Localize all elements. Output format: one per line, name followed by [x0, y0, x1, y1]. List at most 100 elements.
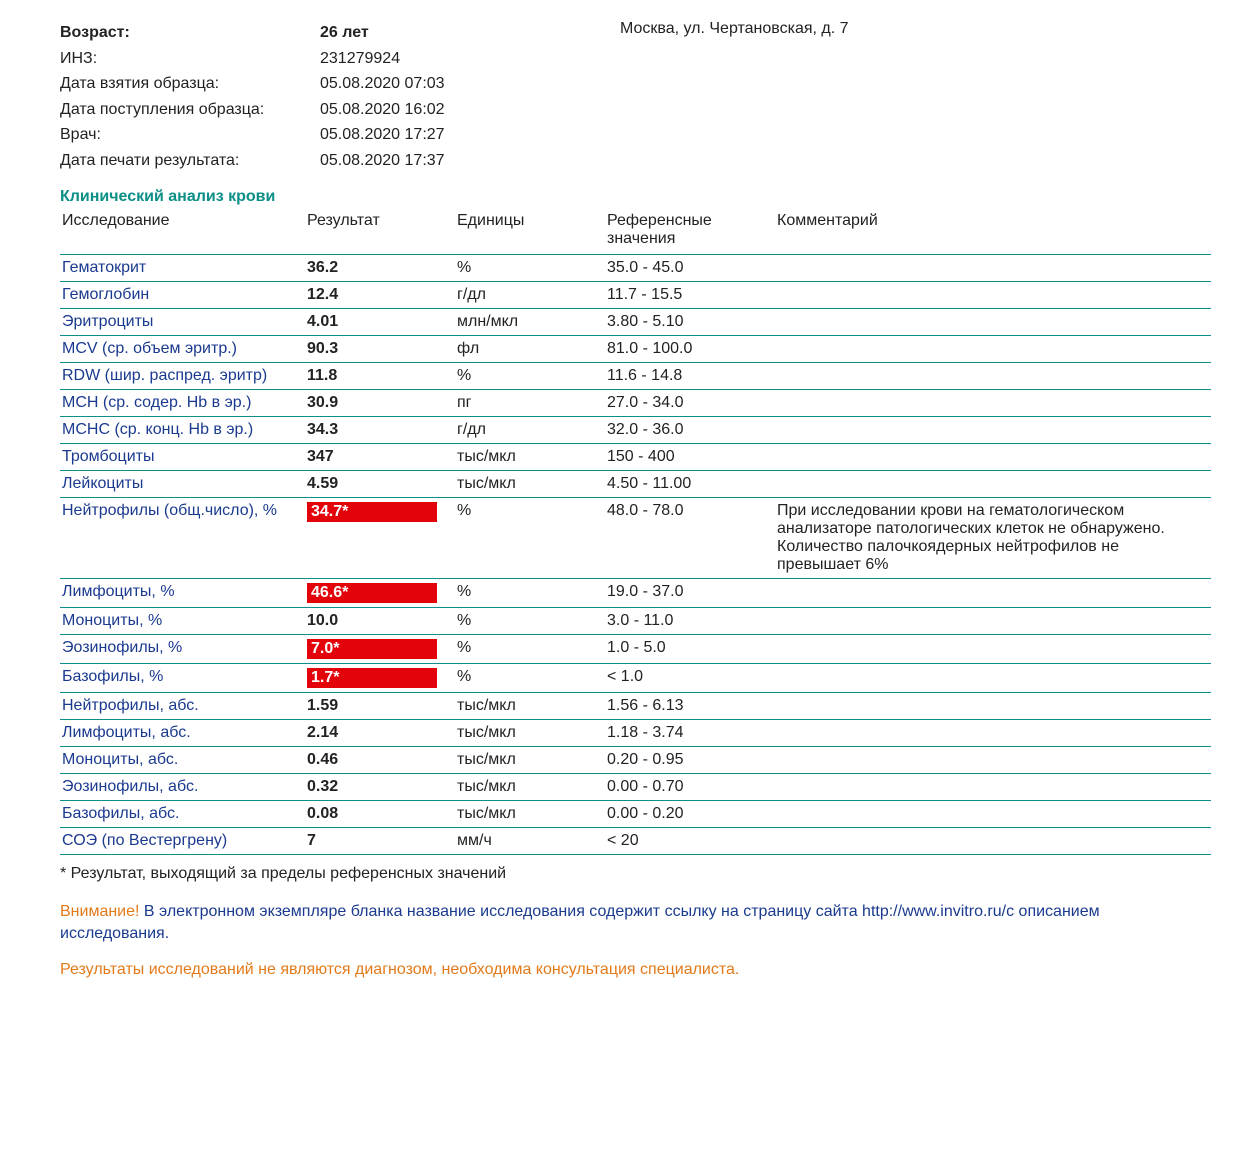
test-comment	[775, 389, 1211, 416]
test-name: Лимфоциты, абс.	[60, 719, 305, 746]
result-value: 4.59	[307, 475, 338, 492]
test-result: 46.6*	[305, 578, 455, 607]
meta-row: Дата поступления образца:05.08.2020 16:0…	[60, 97, 1211, 123]
meta-label: Возраст:	[60, 20, 320, 46]
result-value: 0.46	[307, 751, 338, 768]
test-comment	[775, 800, 1211, 827]
test-comment	[775, 281, 1211, 308]
test-name: Лейкоциты	[60, 470, 305, 497]
test-reference: 4.50 - 11.00	[605, 470, 775, 497]
table-row: Моноциты, абс.0.46 тыс/мкл0.20 - 0.95	[60, 746, 1211, 773]
test-result: 34.3	[305, 416, 455, 443]
test-name: MCH (ср. содер. Hb в эр.)	[60, 389, 305, 416]
meta-value: 05.08.2020 17:37	[320, 148, 445, 174]
meta-row: Врач:05.08.2020 17:27	[60, 122, 1211, 148]
test-units: тыс/мкл	[455, 800, 605, 827]
test-units: г/дл	[455, 416, 605, 443]
test-comment	[775, 443, 1211, 470]
warning-label: Внимание!	[60, 903, 139, 920]
table-row: Эозинофилы, абс.0.32тыс/мкл0.00 - 0.70	[60, 773, 1211, 800]
test-reference: 32.0 - 36.0	[605, 416, 775, 443]
test-reference: 150 - 400	[605, 443, 775, 470]
test-result: 30.9	[305, 389, 455, 416]
test-units: %	[455, 663, 605, 692]
test-name: Нейтрофилы (общ.число), %	[60, 497, 305, 578]
test-name: Нейтрофилы, абс.	[60, 692, 305, 719]
test-name: Базофилы, %	[60, 663, 305, 692]
test-comment	[775, 773, 1211, 800]
test-units: тыс/мкл	[455, 470, 605, 497]
test-result: 90.3	[305, 335, 455, 362]
test-name: Эритроциты	[60, 308, 305, 335]
test-units: фл	[455, 335, 605, 362]
test-result: 11.8	[305, 362, 455, 389]
test-units: тыс/мкл	[455, 773, 605, 800]
test-result: 1.59	[305, 692, 455, 719]
test-units: тыс/мкл	[455, 746, 605, 773]
table-row: Лимфоциты, абс.2.14тыс/мкл1.18 - 3.74	[60, 719, 1211, 746]
meta-row: Дата взятия образца:05.08.2020 07:03	[60, 71, 1211, 97]
meta-value: 231279924	[320, 46, 400, 72]
test-name: Моноциты, абс.	[60, 746, 305, 773]
test-result: 347	[305, 443, 455, 470]
table-row: MCH (ср. содер. Hb в эр.)30.9пг27.0 - 34…	[60, 389, 1211, 416]
test-result: 4.59	[305, 470, 455, 497]
warning-text: В электронном экземпляре бланка название…	[60, 903, 1100, 942]
result-value: 1.59	[307, 697, 338, 714]
test-units: %	[455, 634, 605, 663]
test-reference: 19.0 - 37.0	[605, 578, 775, 607]
test-comment	[775, 719, 1211, 746]
result-value: 34.3	[307, 421, 338, 438]
flagged-result: 1.7*	[307, 668, 437, 688]
test-name: RDW (шир. распред. эритр)	[60, 362, 305, 389]
test-comment	[775, 663, 1211, 692]
test-name: Эозинофилы, абс.	[60, 773, 305, 800]
test-reference: < 20	[605, 827, 775, 854]
flagged-result: 46.6*	[307, 583, 437, 603]
test-name: Тромбоциты	[60, 443, 305, 470]
test-comment	[775, 634, 1211, 663]
test-units: г/дл	[455, 281, 605, 308]
test-units: пг	[455, 389, 605, 416]
test-units: %	[455, 254, 605, 281]
test-result: 34.7*	[305, 497, 455, 578]
test-name: Гемоглобин	[60, 281, 305, 308]
table-row: Тромбоциты347тыс/мкл150 - 400	[60, 443, 1211, 470]
meta-row: ИНЗ:231279924	[60, 46, 1211, 72]
result-value: 36.2	[307, 259, 338, 276]
column-header: Результат	[305, 208, 455, 255]
test-units: %	[455, 607, 605, 634]
test-comment	[775, 578, 1211, 607]
meta-label: ИНЗ:	[60, 46, 320, 72]
test-reference: 1.0 - 5.0	[605, 634, 775, 663]
test-comment	[775, 254, 1211, 281]
patient-meta-block: Возраст:26 летИНЗ:231279924Дата взятия о…	[60, 20, 1211, 174]
test-units: тыс/мкл	[455, 692, 605, 719]
table-row: Эозинофилы, %7.0*%1.0 - 5.0	[60, 634, 1211, 663]
flagged-result: 7.0*	[307, 639, 437, 659]
test-units: %	[455, 578, 605, 607]
test-reference: 0.20 - 0.95	[605, 746, 775, 773]
meta-value: 26 лет	[320, 20, 369, 46]
test-name: Моноциты, %	[60, 607, 305, 634]
test-reference: 81.0 - 100.0	[605, 335, 775, 362]
test-reference: 11.6 - 14.8	[605, 362, 775, 389]
meta-label: Дата печати результата:	[60, 148, 320, 174]
result-value: 10.0	[307, 612, 338, 629]
test-name: Лимфоциты, %	[60, 578, 305, 607]
table-row: Моноциты, %10.0%3.0 - 11.0	[60, 607, 1211, 634]
test-units: тыс/мкл	[455, 443, 605, 470]
test-comment	[775, 746, 1211, 773]
test-comment: При исследовании крови на гематологическ…	[775, 497, 1211, 578]
test-name: Базофилы, абс.	[60, 800, 305, 827]
test-comment	[775, 362, 1211, 389]
test-comment	[775, 308, 1211, 335]
result-value: 12.4	[307, 286, 338, 303]
test-reference: < 1.0	[605, 663, 775, 692]
table-row: MCHC (ср. конц. Hb в эр.)34.3 г/дл32.0 - …	[60, 416, 1211, 443]
test-reference: 0.00 - 0.20	[605, 800, 775, 827]
meta-label: Врач:	[60, 122, 320, 148]
test-name: MCHC (ср. конц. Hb в эр.)	[60, 416, 305, 443]
test-reference: 1.56 - 6.13	[605, 692, 775, 719]
test-result: 0.32	[305, 773, 455, 800]
